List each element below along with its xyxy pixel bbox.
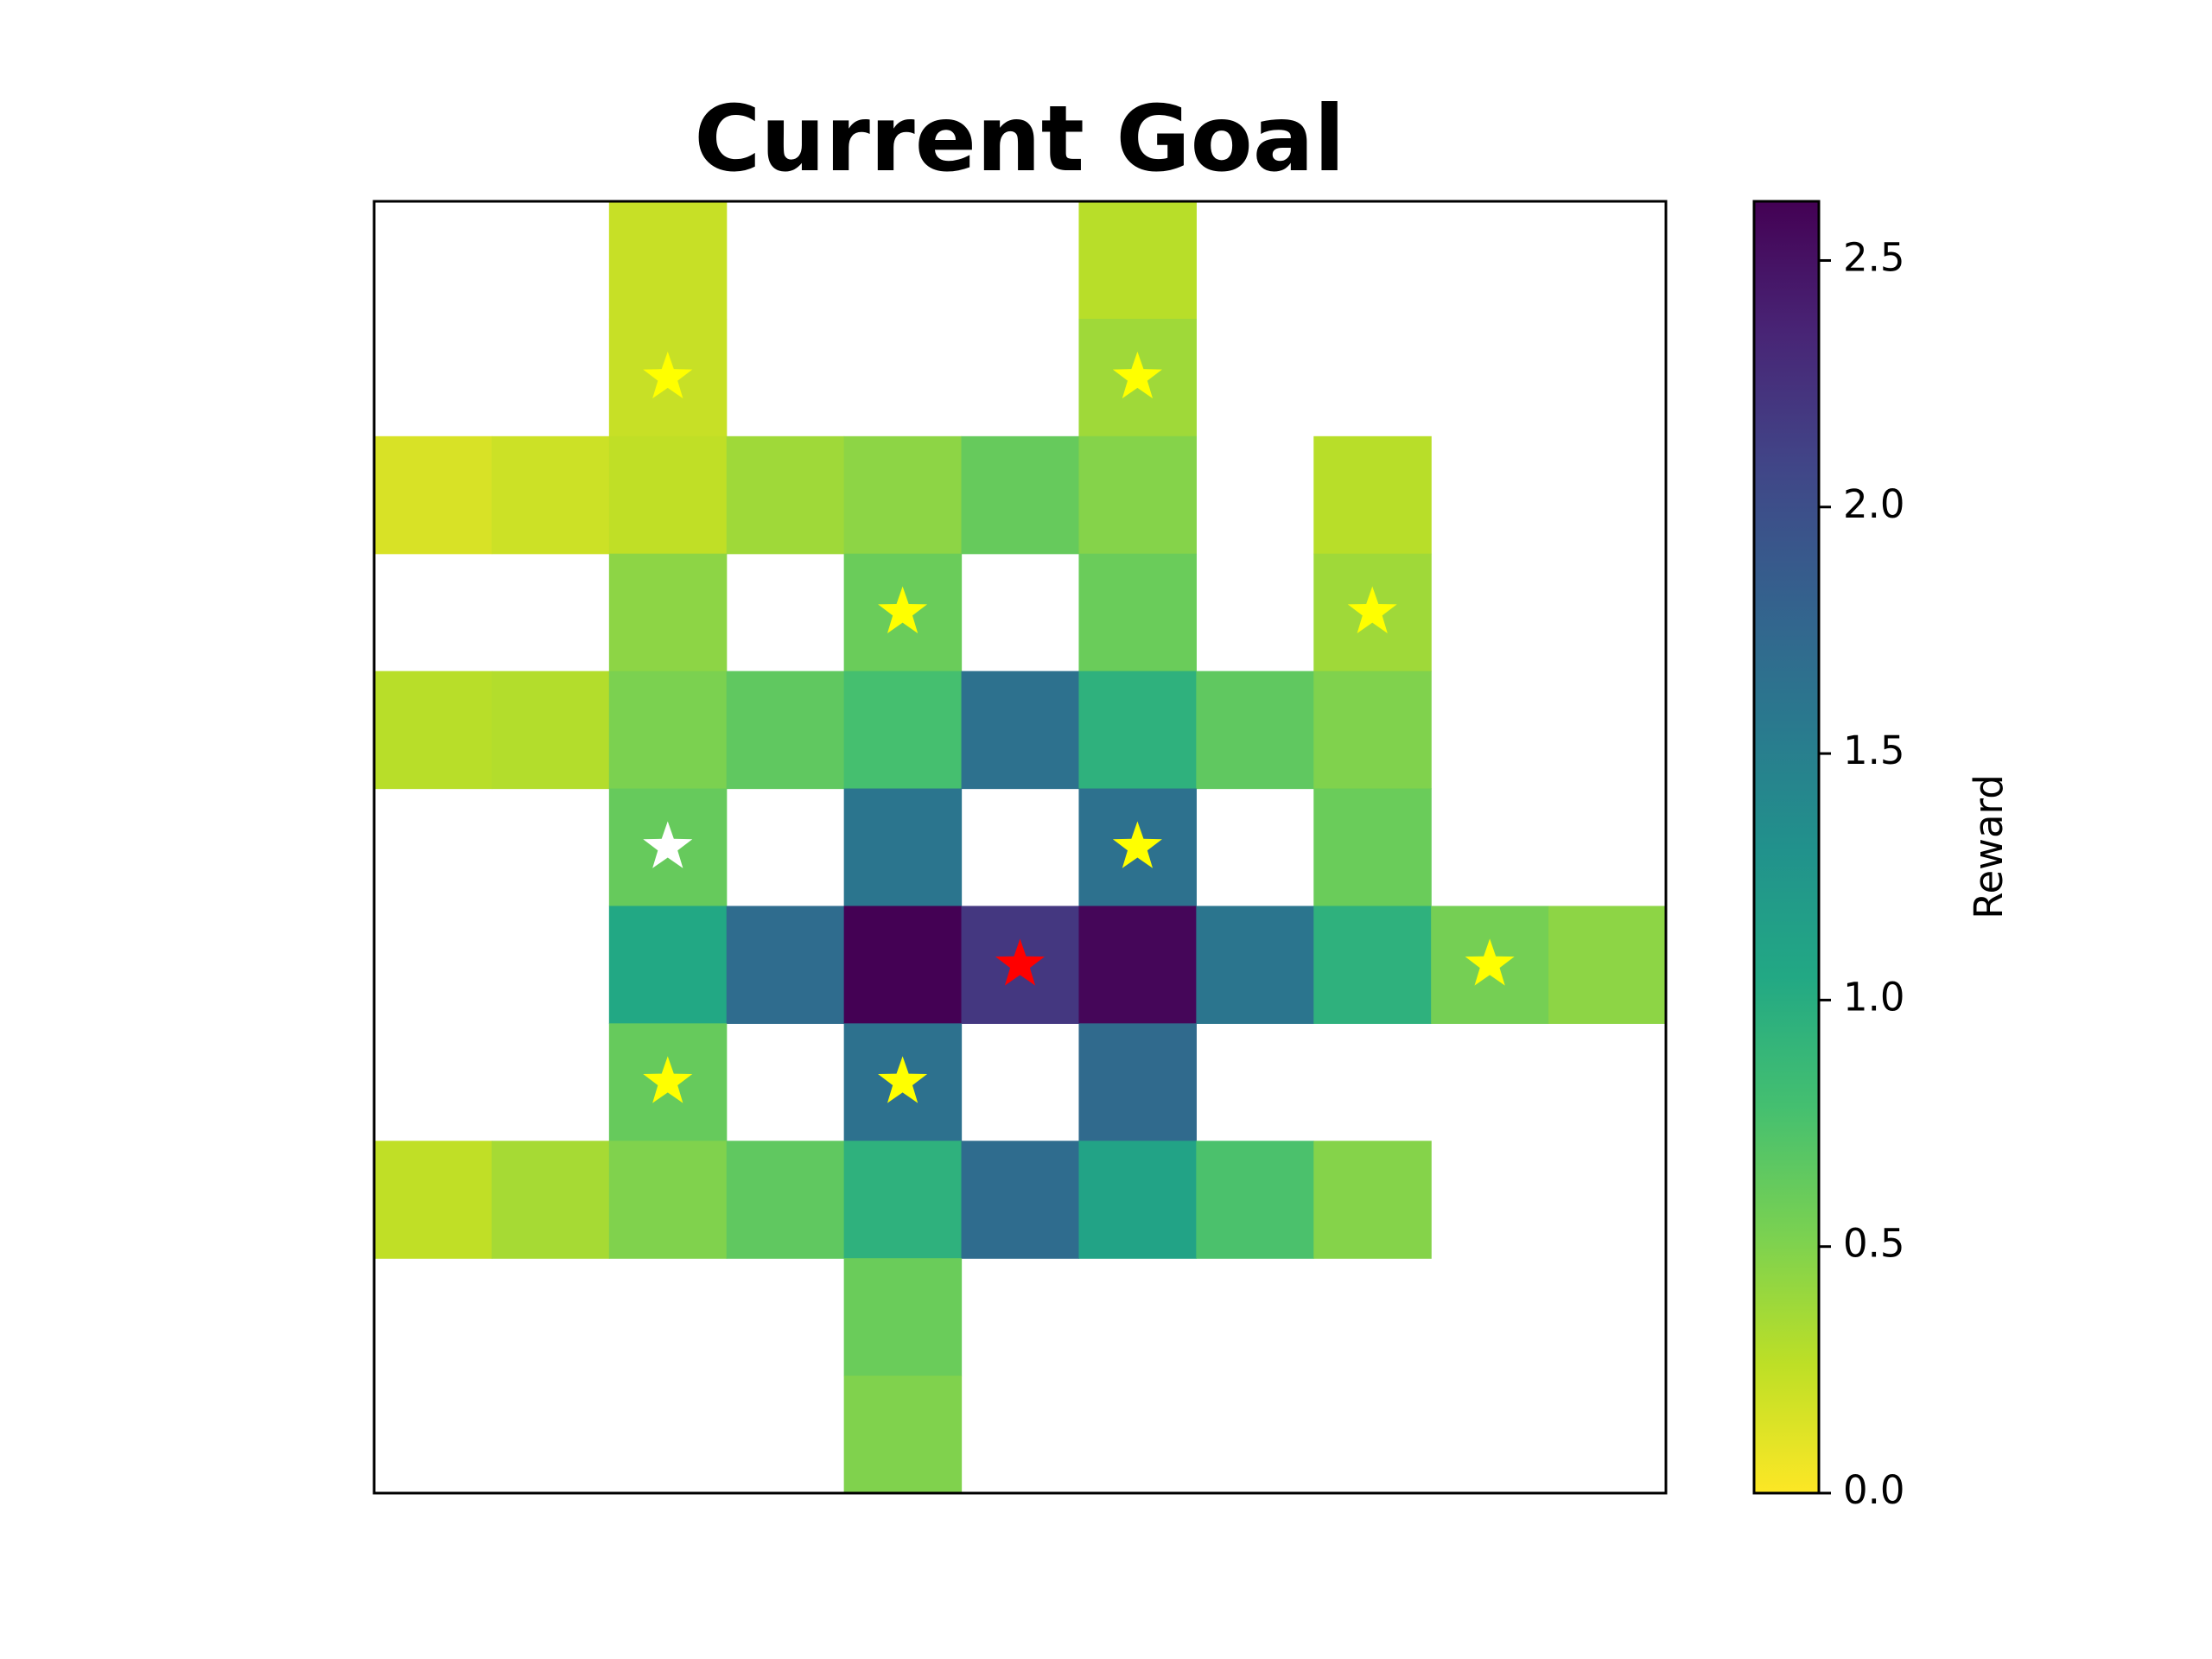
star-marker: [643, 1056, 693, 1103]
colorbar-frame: [1752, 200, 1821, 1495]
star-marker: [643, 821, 693, 868]
heatmap-cell: [1078, 1023, 1197, 1141]
star-marker: [995, 938, 1046, 986]
heatmap-cell: [1196, 906, 1314, 1024]
colorbar-tick-label: 2.0: [1843, 481, 1905, 527]
heatmap-cell: [491, 671, 610, 790]
heatmap-cell: [608, 553, 728, 672]
star-marker: [878, 586, 928, 633]
heatmap-cell: [961, 435, 1080, 555]
heatmap-cell: [1313, 788, 1432, 907]
heatmap-cell: [726, 906, 845, 1024]
star-marker: [1465, 938, 1515, 986]
heatmap-cell: [608, 671, 728, 790]
colorbar-tick-label: 0.0: [1843, 1467, 1905, 1513]
heatmap-cell: [1548, 906, 1667, 1024]
chart-title: Current Goal: [694, 86, 1344, 192]
heatmap-cell: [843, 1258, 963, 1376]
heatmap-cell: [1078, 201, 1197, 320]
star-marker: [878, 1056, 928, 1103]
star-marker: [1112, 821, 1162, 868]
star-marker: [643, 351, 693, 399]
heatmap-cell: [491, 435, 610, 555]
heatmap-cell: [374, 435, 493, 555]
heatmap-cell: [1313, 435, 1432, 555]
heatmap-cell: [1078, 553, 1197, 672]
star-markers: [643, 351, 1515, 1103]
heatmap-cell: [1313, 906, 1432, 1024]
heatmap-cells: [374, 201, 1667, 1494]
heatmap-cell: [491, 1141, 610, 1259]
colorbar-tick-label: 2.5: [1843, 234, 1905, 280]
heatmap-cell: [843, 1376, 963, 1494]
heatmap-cell: [1078, 671, 1197, 790]
heatmap-cell: [608, 906, 728, 1024]
colorbar: [1754, 201, 1819, 1493]
colorbar-tick-label: 1.0: [1843, 974, 1905, 1020]
heatmap-cell: [608, 201, 728, 320]
colorbar-tick-label: 0.5: [1843, 1221, 1905, 1267]
heatmap-cell: [726, 435, 845, 555]
colorbar-label: Reward: [1966, 774, 2012, 919]
heatmap-cell: [1078, 435, 1197, 555]
heatmap-cell: [1196, 1141, 1314, 1259]
heatmap-cell: [843, 1141, 963, 1259]
heatmap-cell: [1078, 1141, 1197, 1259]
heatmap-cell: [1078, 906, 1197, 1024]
heatmap-cell: [843, 435, 963, 555]
colorbar-tick-label: 1.5: [1843, 728, 1905, 773]
colorbar-ticks: 0.0 0.5 1.0 1.5 2.0 2.5: [1819, 234, 1905, 1513]
heatmap-cell: [608, 435, 728, 555]
heatmap-cell: [1313, 1141, 1432, 1259]
heatmap-cell: [374, 671, 493, 790]
heatmap-cell: [726, 671, 845, 790]
heatmap-cell: [1196, 671, 1314, 790]
star-marker: [1347, 586, 1397, 633]
heatmap-cell: [843, 906, 963, 1024]
heatmap-cell: [374, 1141, 493, 1259]
heatmap-cell: [726, 1141, 845, 1259]
heatmap-cell: [843, 671, 963, 790]
star-marker: [1112, 351, 1162, 399]
heatmap-cell: [961, 1141, 1080, 1259]
plot-frame: [372, 200, 1668, 1495]
heatmap-cell: [961, 671, 1080, 790]
heatmap-cell: [1313, 671, 1432, 790]
heatmap-cell: [608, 1141, 728, 1259]
heatmap-cell: [843, 788, 963, 907]
